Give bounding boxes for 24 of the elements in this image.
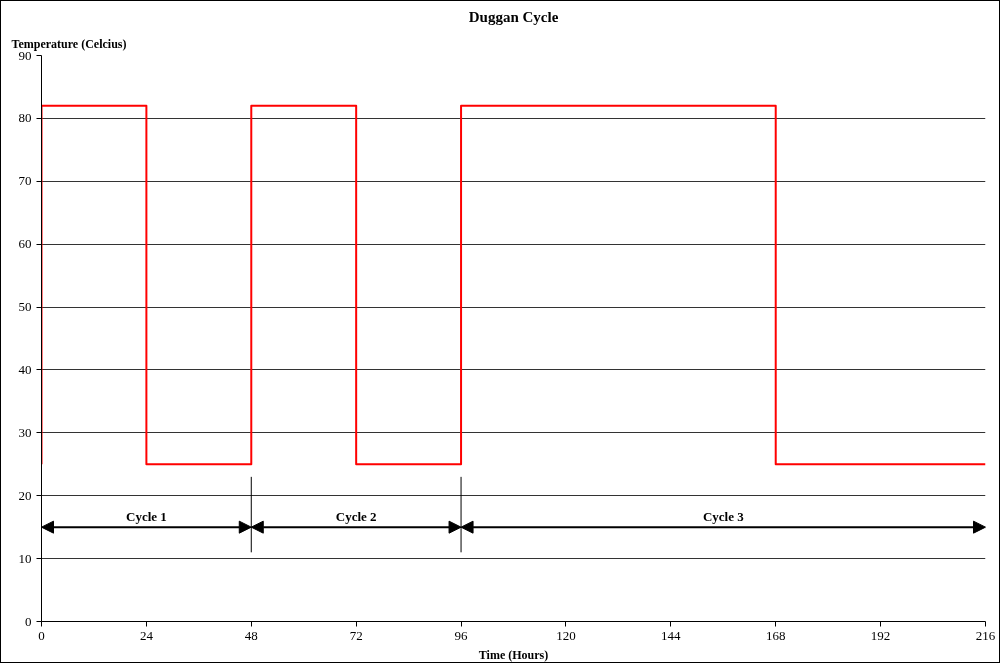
y-tick-label: 60 (18, 236, 32, 252)
annotation: Cycle 3 (702, 509, 745, 525)
y-tick-label: 70 (18, 173, 32, 189)
chart-title: Duggan Cycle (468, 8, 559, 25)
annotation: Cycle 2 (335, 509, 377, 525)
x-tick-label: 144 (661, 627, 682, 643)
x-tick-label: 168 (765, 627, 786, 643)
x-axis-title: Time (Hours) (478, 647, 549, 662)
y-tick-label: 10 (18, 550, 32, 566)
x-tick-label: 48 (244, 627, 258, 643)
y-tick-label: 80 (18, 110, 32, 126)
y-tick-label: 20 (18, 487, 32, 503)
y-tick-label: 50 (18, 299, 32, 315)
x-tick-label: 192 (870, 627, 891, 643)
y-tick-label: 0 (25, 613, 32, 629)
annotation: Cycle 1 (125, 509, 167, 525)
x-tick-label: 96 (454, 627, 469, 643)
x-tick-label: 216 (975, 627, 996, 643)
y-tick-label: 30 (18, 424, 32, 440)
x-tick-label: 72 (349, 627, 363, 643)
y-tick-label: 40 (18, 361, 32, 377)
x-tick-label: 24 (139, 627, 154, 643)
x-tick-label: 0 (38, 627, 45, 643)
x-tick-label: 120 (556, 627, 576, 643)
